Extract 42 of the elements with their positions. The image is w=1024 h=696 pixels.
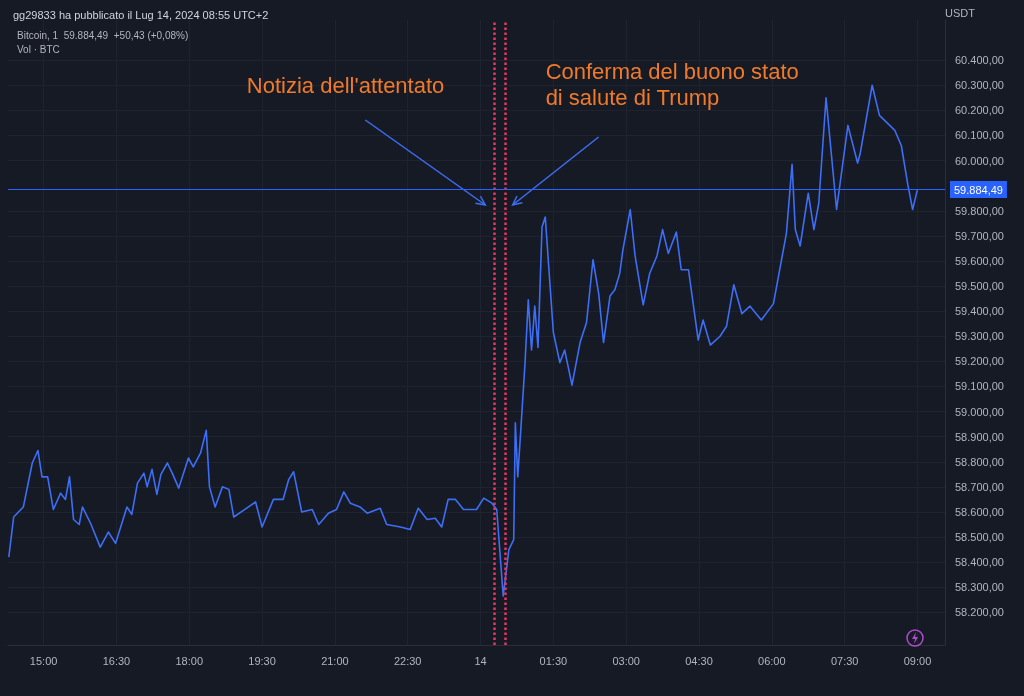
- y-tick-label: 59.300,00: [955, 330, 1004, 343]
- ref-line-label: Notizia dell'attentato: [246, 72, 445, 98]
- y-axis-title: USDT: [945, 6, 976, 19]
- x-tick-label: 19:30: [248, 654, 276, 667]
- y-tick-label: 58.300,00: [955, 581, 1004, 594]
- y-tick-label: 60.200,00: [955, 104, 1004, 117]
- y-tick-label: 58.500,00: [955, 531, 1004, 544]
- x-tick-label: 06:00: [758, 654, 786, 667]
- x-tick-label: 14: [474, 654, 487, 667]
- y-tick-label: 58.200,00: [955, 606, 1004, 619]
- text: Bitcoin, 1 59.884,49 +50,43 (+0,08%): [17, 29, 189, 41]
- y-tick-label: 59.600,00: [955, 254, 1004, 267]
- y-tick-label: 59.700,00: [955, 229, 1004, 242]
- y-tick-label: 58.800,00: [955, 455, 1004, 468]
- y-tick-label: 59.200,00: [955, 355, 1004, 368]
- chart-title: gg29833 ha pubblicato il Lug 14, 2024 08:55 UTC+2: [13, 8, 269, 21]
- y-tick-label: 59.000,00: [955, 405, 1004, 418]
- y-tick-label: 58.400,00: [955, 556, 1004, 569]
- x-tick-label: 18:00: [175, 654, 204, 667]
- y-tick-label: 60.400,00: [955, 54, 1004, 67]
- x-tick-label: 22:30: [393, 654, 422, 667]
- y-tick-label: 59.800,00: [955, 204, 1004, 217]
- x-tick-label: 07:30: [830, 654, 859, 667]
- y-tick-label: 60.000,00: [955, 154, 1004, 167]
- y-tick-label: 60.300,00: [955, 79, 1004, 92]
- x-tick-label: 21:00: [321, 654, 349, 667]
- y-tick-label: 59.400,00: [955, 305, 1004, 318]
- x-tick-label: 04:30: [685, 654, 713, 667]
- y-tick-label: 58.600,00: [955, 505, 1004, 518]
- y-tick-label: 59.100,00: [955, 380, 1004, 393]
- ref-line-label: Conferma del buono stato di salute di Trump: [545, 58, 799, 110]
- x-tick-label: 09:00: [903, 654, 932, 667]
- x-tick-label: 16:30: [102, 654, 131, 667]
- annotation: Vol · BTC: [17, 43, 60, 55]
- ref-line-label: 59.884,49: [954, 183, 1003, 196]
- x-tick-label: 01:30: [539, 654, 568, 667]
- y-tick-label: 60.100,00: [955, 129, 1004, 142]
- y-tick-label: 59.500,00: [955, 280, 1004, 293]
- y-tick-label: 58.900,00: [955, 430, 1004, 443]
- y-tick-label: 58.700,00: [955, 480, 1004, 493]
- x-tick-label: 03:00: [612, 654, 640, 667]
- x-tick-label: 15:00: [29, 654, 58, 667]
